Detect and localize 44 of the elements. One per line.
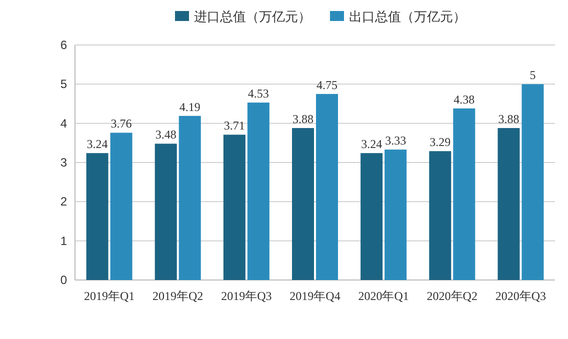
data-label: 3.24	[361, 137, 382, 152]
y-tick-label: 5	[60, 77, 68, 92]
data-label: 3.76	[110, 116, 132, 131]
y-tick-label: 3	[60, 156, 68, 170]
bar	[453, 108, 476, 280]
y-tick-label: 4	[60, 116, 68, 130]
bar	[429, 151, 452, 280]
x-tick-label: 2019年Q3	[221, 289, 272, 303]
data-label: 3.29	[430, 135, 451, 150]
y-tick-label: 2	[60, 194, 68, 209]
bar	[178, 116, 201, 280]
bar	[384, 150, 407, 280]
data-label: 3.33	[385, 134, 406, 148]
y-tick-label: 6	[60, 38, 68, 52]
bar	[247, 102, 270, 280]
y-tick-label: 0	[60, 273, 68, 287]
bar	[316, 94, 338, 280]
legend-label: 出口总值（万亿元）	[349, 9, 466, 24]
bar	[86, 153, 108, 280]
data-label: 5	[530, 68, 536, 82]
bar	[110, 132, 132, 280]
bar	[498, 128, 520, 280]
x-tick-label: 2019年Q2	[152, 289, 204, 303]
bar	[292, 128, 314, 280]
data-label: 3.24	[86, 137, 108, 152]
data-label: 4.19	[179, 100, 200, 114]
data-label: 4.75	[316, 78, 338, 92]
data-label: 3.48	[155, 128, 176, 142]
x-tick-label: 2019年Q4	[290, 289, 340, 303]
data-label: 3.88	[498, 112, 520, 126]
bar	[522, 84, 544, 280]
data-label: 4.53	[248, 86, 269, 101]
x-tick-label: 2019年Q1	[84, 289, 135, 303]
data-label: 3.88	[292, 112, 314, 126]
legend-label: 进口总值（万亿元）	[194, 9, 311, 24]
x-tick-label: 2020年Q2	[426, 289, 478, 303]
bar	[223, 134, 246, 280]
bar	[360, 153, 383, 280]
y-tick-label: 1	[60, 234, 68, 248]
data-label: 4.38	[454, 92, 475, 106]
data-label: 3.71	[224, 118, 245, 133]
x-tick-label: 2020年Q1	[358, 289, 409, 303]
x-tick-label: 2020年Q3	[495, 289, 546, 303]
bar	[154, 144, 177, 280]
